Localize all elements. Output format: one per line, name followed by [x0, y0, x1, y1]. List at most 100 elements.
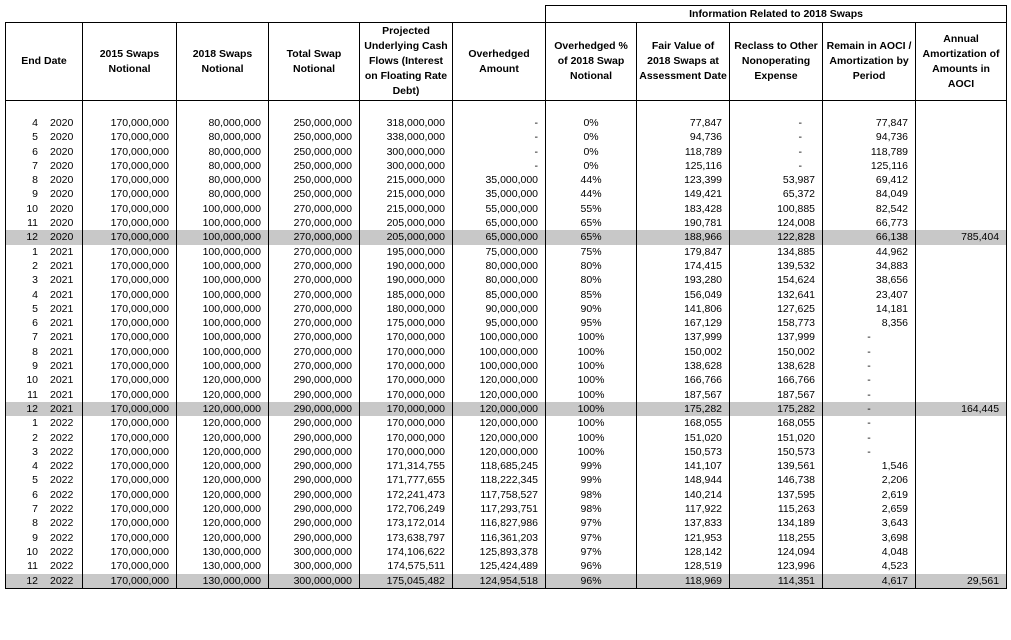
cell: 270,000,000 [268, 330, 360, 345]
end-date-cell: 4 2022 [5, 459, 83, 474]
month: 11 [27, 217, 38, 230]
data-row: 9 2021 170,000,000 100,000,000 270,000,000 17… [5, 359, 1008, 374]
blank-cell [636, 100, 731, 116]
cell: 250,000,000 [268, 187, 360, 202]
year: 2020 [50, 145, 74, 158]
blank-cell [822, 100, 917, 116]
data-row: 7 2021 170,000,000 100,000,000 270,000,000 17… [5, 330, 1008, 345]
end-date-cell: 11 2022 [5, 559, 83, 574]
blank-cell [915, 444, 1008, 460]
data-row: 8 2022 170,000,000 120,000,000 290,000,000 17… [5, 516, 1008, 531]
end-date-cell: 5 2020 [5, 130, 83, 145]
year: 2022 [50, 517, 74, 530]
month: 5 [32, 131, 38, 144]
year: 2022 [50, 503, 74, 516]
cell: 170,000,000 [82, 330, 177, 345]
end-date-cell: 1 2021 [5, 244, 83, 259]
cell: 193,280 [636, 273, 731, 288]
cell: 123,996 [729, 559, 824, 574]
cell: 100% [545, 444, 638, 460]
cell: 170,000,000 [82, 473, 177, 488]
year: 2022 [50, 431, 74, 444]
data-row: 9 2022 170,000,000 120,000,000 290,000,000 17… [5, 530, 1008, 545]
cell: 125,893,378 [451, 544, 547, 560]
cell: 134,189 [729, 516, 824, 531]
cell: 170,000,000 [82, 487, 177, 503]
blank-cell [915, 301, 1008, 317]
cell: 80,000,000 [451, 273, 547, 288]
end-date-cell: 11 2021 [5, 387, 83, 402]
cell: 170,000,000 [359, 430, 453, 445]
month: 11 [27, 560, 38, 573]
end-date-cell: 6 2021 [5, 316, 83, 331]
cell: 118,969 [636, 573, 731, 589]
cell: 183,428 [636, 201, 731, 217]
cell: 65% [545, 230, 638, 245]
data-row: 2 2022 170,000,000 120,000,000 290,000,000 17… [5, 430, 1008, 445]
cell: 99% [545, 459, 638, 474]
cell: 270,000,000 [268, 316, 360, 331]
blank-cell [82, 100, 177, 116]
cell: 100% [545, 430, 638, 445]
cell: 120,000,000 [176, 459, 269, 474]
cell: 120,000,000 [176, 444, 269, 460]
cell: 168,055 [729, 416, 824, 431]
cell: 170,000,000 [359, 416, 453, 431]
cell: 190,000,000 [359, 258, 453, 274]
year: 2020 [50, 188, 74, 201]
cell: 125,116 [636, 158, 731, 174]
cell: 0% [545, 130, 638, 145]
cell: 270,000,000 [268, 201, 360, 217]
cell: 99% [545, 473, 638, 488]
cell: 168,055 [636, 416, 731, 431]
cell: 118,255 [729, 530, 824, 545]
cell: 785,404 [915, 230, 1008, 245]
end-date-cell: 12 2021 [5, 401, 83, 417]
end-date-cell: 6 2020 [5, 144, 83, 159]
blank-cell [915, 459, 1008, 474]
data-row: 7 2022 170,000,000 120,000,000 290,000,000 17… [5, 502, 1008, 517]
cell: 69,412 [822, 173, 917, 188]
cell: 44% [545, 173, 638, 188]
month: 1 [32, 245, 38, 258]
blank-cell [915, 359, 1008, 374]
year: 2022 [50, 460, 74, 473]
cell: 80,000,000 [176, 173, 269, 188]
blank-cell [915, 387, 1008, 402]
cell: 97% [545, 530, 638, 545]
cell: 120,000,000 [176, 516, 269, 531]
month: 12 [26, 402, 38, 415]
cell: 100,885 [729, 201, 824, 217]
cell: 172,706,249 [359, 502, 453, 517]
cell: 75,000,000 [451, 244, 547, 259]
cell: 100,000,000 [176, 258, 269, 274]
cell: 118,222,345 [451, 473, 547, 488]
month: 4 [32, 288, 38, 301]
column-header: Remain in AOCI / Amortization by Period [822, 22, 917, 101]
cell: 85,000,000 [451, 287, 547, 302]
cell: 3,698 [822, 530, 917, 545]
cell: 100% [545, 359, 638, 374]
year: 2020 [50, 217, 74, 230]
cell: 170,000,000 [359, 387, 453, 402]
blank-cell [915, 544, 1008, 560]
cell: 137,999 [729, 330, 824, 345]
cell: - [822, 359, 917, 374]
cell: - [729, 116, 824, 131]
cell: 100% [545, 416, 638, 431]
month: 12 [26, 231, 38, 244]
cell: 215,000,000 [359, 173, 453, 188]
cell: 170,000,000 [82, 559, 177, 574]
blank-cell [359, 100, 453, 116]
cell: 185,000,000 [359, 287, 453, 302]
month: 9 [32, 188, 38, 201]
month: 12 [26, 574, 38, 587]
cell: 290,000,000 [268, 387, 360, 402]
spacer-row [5, 100, 1008, 116]
cell: 148,944 [636, 473, 731, 488]
month: 2 [32, 431, 38, 444]
data-row: 1 2022 170,000,000 120,000,000 290,000,000 17… [5, 416, 1008, 431]
month: 7 [32, 159, 38, 172]
cell: 128,142 [636, 544, 731, 560]
blank-cell [5, 100, 83, 116]
